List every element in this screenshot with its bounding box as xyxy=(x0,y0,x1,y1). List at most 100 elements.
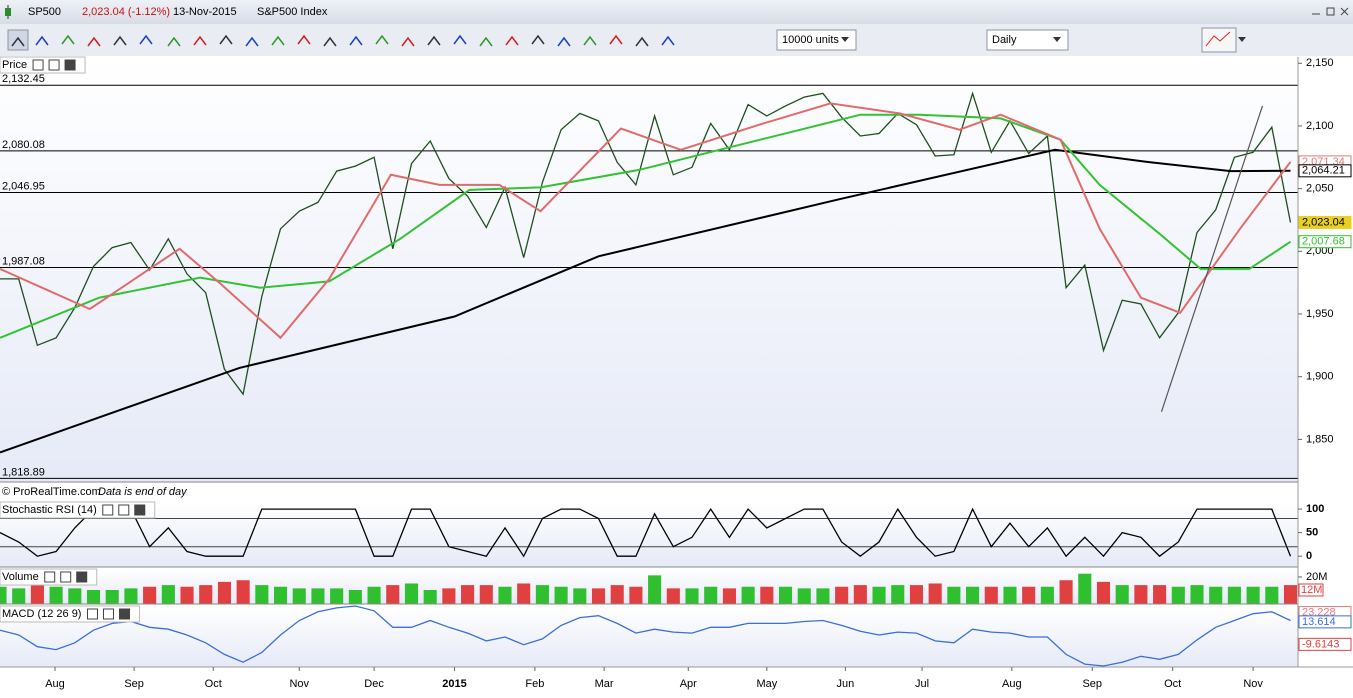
value-box xyxy=(1298,164,1352,178)
tool-button[interactable] xyxy=(190,30,210,50)
tool-glyph xyxy=(271,35,285,46)
volume-bar xyxy=(1134,585,1148,604)
panel-header-icon[interactable] xyxy=(86,608,98,620)
y-tick-label: 2,000 xyxy=(1306,245,1334,257)
volume-bar xyxy=(1209,586,1223,604)
y-tick-label: 2,100 xyxy=(1306,120,1334,132)
date: 13-Nov-2015 xyxy=(173,6,237,18)
window-controls[interactable] xyxy=(1312,7,1349,16)
panel-header[interactable]: Volume xyxy=(0,568,98,586)
y-tick-label: 1,850 xyxy=(1306,433,1334,445)
volume-bar xyxy=(984,586,998,604)
y-tick-label: 1,900 xyxy=(1306,371,1334,383)
volume-bar xyxy=(274,586,288,604)
tool-button[interactable] xyxy=(424,30,444,50)
panel-header-icon[interactable] xyxy=(64,59,76,71)
panel-title: Volume xyxy=(2,571,39,583)
y-tick-label: 2,050 xyxy=(1306,183,1334,195)
value-box xyxy=(1298,583,1324,597)
tool-button[interactable] xyxy=(294,30,314,50)
x-tick-label: Jun xyxy=(837,678,855,690)
volume-bar xyxy=(629,586,643,604)
volume-bar xyxy=(236,580,250,604)
tool-button[interactable] xyxy=(528,30,548,50)
volume-bar xyxy=(442,588,456,604)
y-tick-label: 1,950 xyxy=(1306,308,1334,320)
y-tick-label: 50 xyxy=(1306,527,1318,539)
tool-button[interactable] xyxy=(84,30,104,50)
indicator-line xyxy=(0,148,1291,454)
quantity: 10000 units xyxy=(782,34,839,46)
value-box xyxy=(1298,615,1352,629)
tool-button[interactable] xyxy=(372,30,392,50)
panel-header-icon[interactable] xyxy=(60,571,72,583)
volume-bar xyxy=(816,588,830,604)
toolbar xyxy=(0,24,1353,56)
value-box xyxy=(1298,637,1352,651)
tool-glyph xyxy=(557,36,571,47)
tool-button[interactable] xyxy=(398,30,418,50)
tool-button[interactable] xyxy=(320,30,340,50)
volume-bar xyxy=(1190,585,1204,604)
volume-bar xyxy=(330,588,344,604)
panel-header-icon[interactable] xyxy=(76,571,88,583)
tool-button[interactable] xyxy=(450,30,470,50)
tool-glyph xyxy=(61,34,75,45)
tool-button[interactable] xyxy=(164,30,184,50)
tool-button[interactable] xyxy=(32,30,52,50)
volume-bar xyxy=(12,588,26,604)
tool-glyph xyxy=(139,34,153,45)
panel-title: Stochastic RSI (14) xyxy=(2,504,97,516)
volume-bar xyxy=(105,590,119,604)
tool-button[interactable] xyxy=(476,30,496,50)
panel-header[interactable]: Stochastic RSI (14) xyxy=(0,501,156,519)
tool-button[interactable] xyxy=(580,30,600,50)
tool-button[interactable] xyxy=(242,30,262,50)
tool-button[interactable] xyxy=(632,30,652,50)
panel-header-icon[interactable] xyxy=(32,59,44,71)
volume-bar xyxy=(255,585,269,604)
volume-bar xyxy=(1096,581,1111,604)
panel-background xyxy=(0,502,1298,567)
tool-glyph xyxy=(193,35,207,46)
panel-header-icon[interactable] xyxy=(102,608,114,620)
panel-header[interactable]: Price xyxy=(0,56,86,74)
x-tick-label: Jul xyxy=(915,678,929,690)
x-tick-label: May xyxy=(756,678,777,690)
tool-button[interactable] xyxy=(110,30,130,50)
level-label: 2,132.45 xyxy=(2,73,45,85)
tool-button[interactable] xyxy=(268,30,288,50)
panel-header-icon[interactable] xyxy=(134,504,146,516)
tool-button[interactable] xyxy=(606,30,626,50)
tool-glyph xyxy=(453,34,467,45)
value-box xyxy=(1298,235,1352,249)
quantity-dropdown[interactable] xyxy=(776,29,857,51)
title-icon xyxy=(5,5,11,19)
panel-header-icon[interactable] xyxy=(118,608,130,620)
tool-button[interactable] xyxy=(58,30,78,50)
volume-bar xyxy=(49,586,63,604)
tool-glyph xyxy=(609,34,623,45)
tool-button[interactable] xyxy=(554,30,574,50)
tool-glyph xyxy=(35,35,49,46)
period-dropdown[interactable] xyxy=(986,29,1069,51)
panel-header-icon[interactable] xyxy=(102,504,114,516)
panel-header-icon[interactable] xyxy=(118,504,130,516)
symbol[interactable]: SP500 xyxy=(28,6,61,18)
tool-button[interactable] xyxy=(658,30,678,50)
dropdown-arrow[interactable] xyxy=(1238,37,1246,42)
level-label: 1,818.89 xyxy=(2,466,45,478)
tool-button[interactable] xyxy=(502,30,522,50)
x-tick-label: Aug xyxy=(45,678,65,690)
panel-header-icon[interactable] xyxy=(48,59,60,71)
tool-button[interactable] xyxy=(346,30,366,50)
tool-glyph xyxy=(401,36,415,47)
tool-button[interactable] xyxy=(136,30,156,50)
tool-button[interactable] xyxy=(216,30,236,50)
volume-bar xyxy=(535,585,549,604)
panel-header[interactable]: MACD (12 26 9) xyxy=(0,605,140,623)
tool-button[interactable] xyxy=(7,29,29,51)
panel-header-icon[interactable] xyxy=(44,571,56,583)
tool-glyph xyxy=(87,36,101,47)
tool-glyph xyxy=(661,35,675,46)
